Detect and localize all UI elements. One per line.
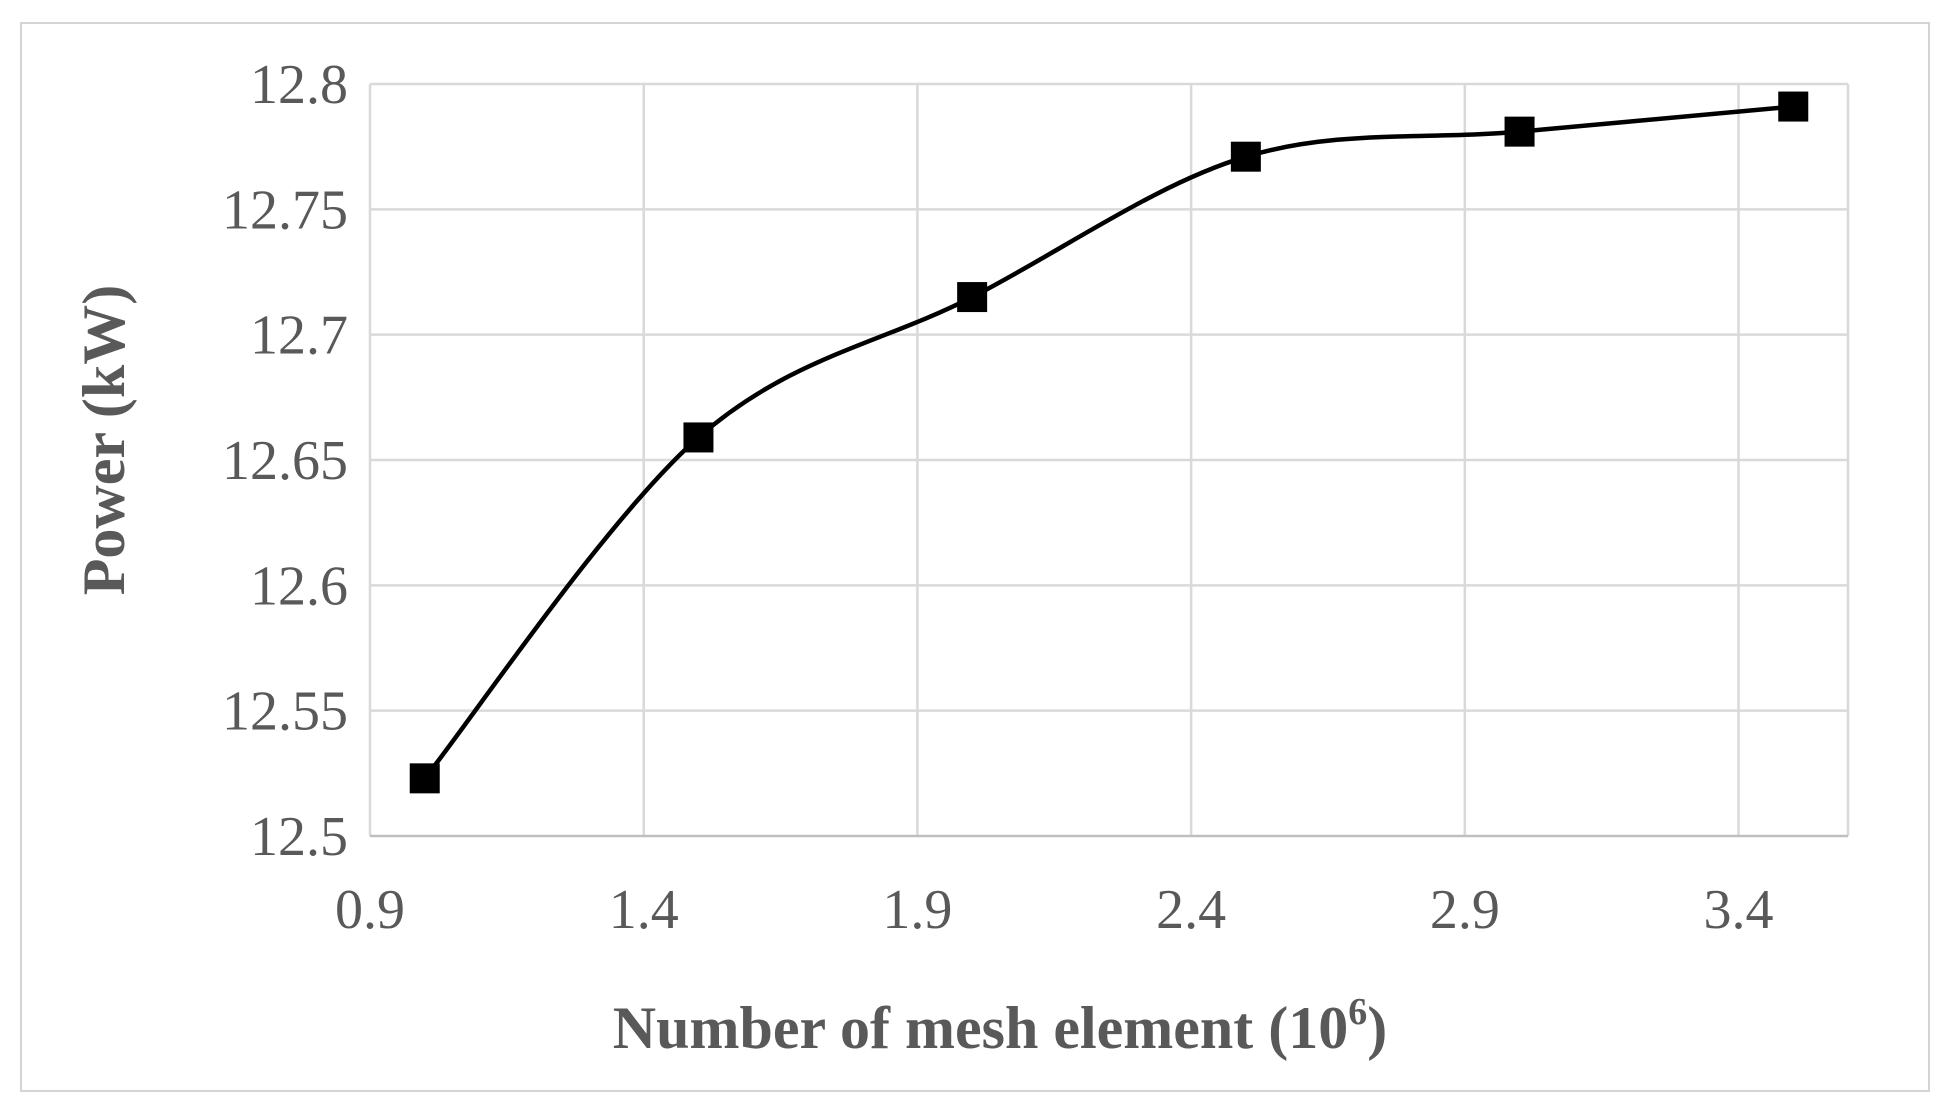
y-tick-label: 12.55 (222, 681, 348, 743)
data-point-marker (1504, 116, 1535, 147)
x-tick-label: 2.9 (1430, 879, 1500, 941)
x-axis-title-superscript: 6 (1348, 991, 1367, 1033)
y-axis-title: Power (kW) (71, 285, 137, 596)
y-tick-labels: 12.5 12.55 12.6 12.65 12.7 12.75 12.8 (222, 54, 348, 868)
y-tick-label: 12.65 (222, 430, 348, 492)
marker-layer (409, 91, 1809, 794)
chart-frame (20, 22, 1930, 1092)
x-tick-label: 0.9 (335, 879, 405, 941)
y-tick-label: 12.5 (250, 806, 348, 868)
series-layer (422, 104, 1794, 780)
y-tick-label: 12.6 (250, 555, 348, 617)
data-point-marker (1230, 141, 1261, 172)
data-point-marker (683, 422, 714, 453)
x-axis-title: Number of mesh element (106) (613, 991, 1387, 1061)
y-tick-label: 12.7 (250, 305, 348, 367)
y-tick-label: 12.8 (250, 54, 348, 116)
x-tick-label: 1.4 (609, 879, 679, 941)
x-tick-label: 1.9 (882, 879, 952, 941)
data-point-marker (409, 763, 440, 794)
gridlines (368, 82, 1850, 836)
x-axis-title-main: Number of mesh element (10 (613, 995, 1348, 1061)
x-tick-label: 3.4 (1704, 879, 1774, 941)
series-line (422, 104, 1794, 780)
x-axis-title-end: ) (1367, 995, 1387, 1061)
data-point-marker (957, 282, 988, 313)
x-tick-labels: 0.9 1.4 1.9 2.4 2.9 3.4 (335, 879, 1774, 941)
x-tick-label: 2.4 (1156, 879, 1226, 941)
y-tick-label: 12.75 (222, 179, 348, 241)
data-point-marker (1778, 91, 1809, 122)
